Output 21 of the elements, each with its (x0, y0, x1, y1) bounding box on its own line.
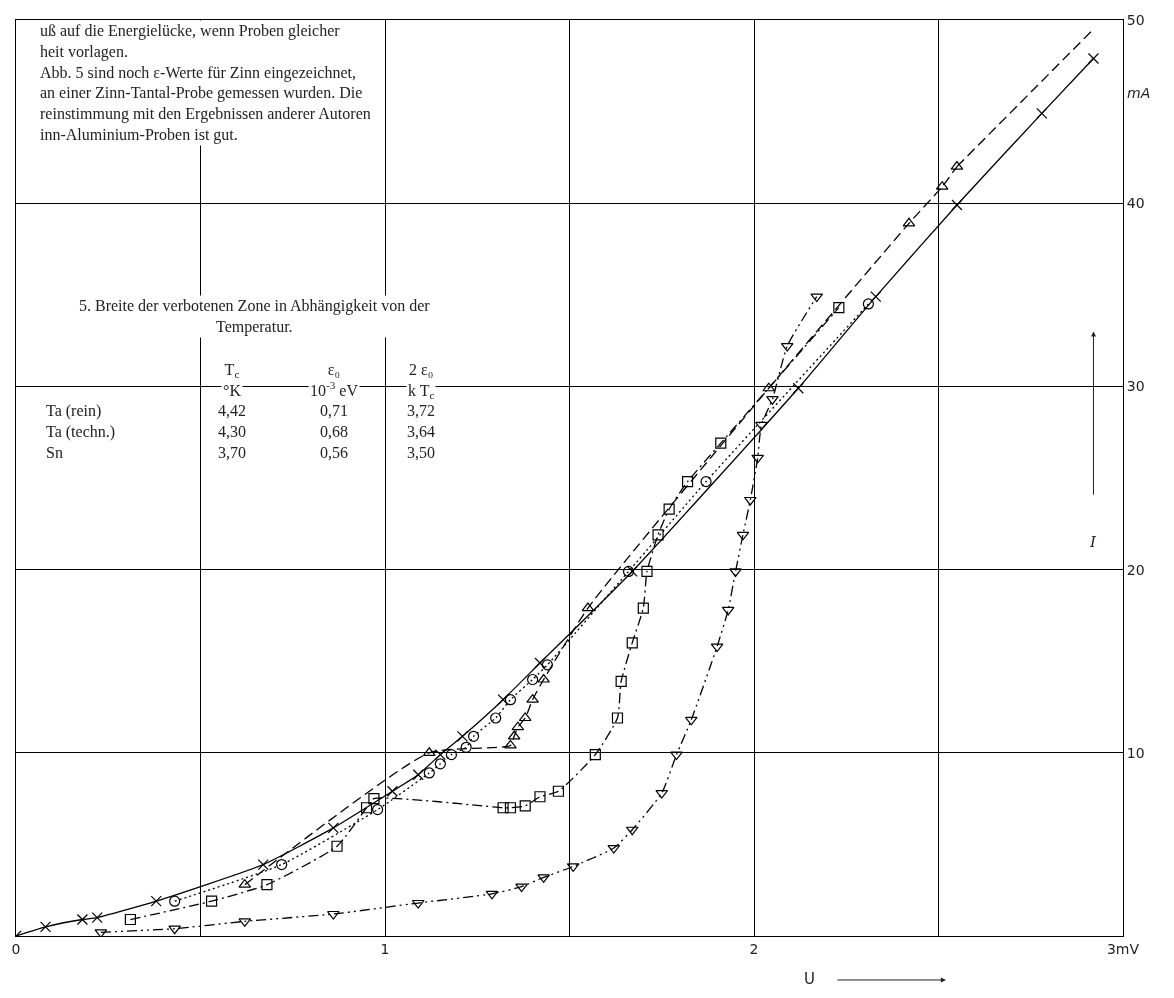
annotation: 2 ε₀ k T$_{c}$ (408, 361, 435, 402)
annotation: 5. Breite der verbotenen Zone in Abhängigkeit von der Temperatur. (79, 297, 431, 336)
x-tick-label: 3mV (1106, 940, 1140, 957)
annotation: 3,72 3,64 3,50 (407, 402, 435, 461)
y-tick-label: 40 (1126, 195, 1145, 212)
annotation: 0,71 0,68 0,56 (320, 402, 348, 461)
annotation: Ta (rein) Ta (techn.) Sn (46, 402, 116, 461)
y-tick-label: 10 (1126, 744, 1145, 761)
annotation: ε₀ 10$^{-3}$ eV (310, 361, 359, 399)
x-axis-title: U (804, 970, 815, 988)
text: mA (1127, 85, 1151, 101)
y-tick-label: 30 (1126, 378, 1145, 395)
x-tick-label: 2 (749, 940, 759, 957)
annotation: T$_{c}$ °K (223, 361, 242, 399)
y-tick-label: 50 (1126, 11, 1145, 28)
x-tick-label: 0 (11, 940, 21, 957)
x-tick-label: 1 (380, 940, 390, 957)
annotation: uß auf die Energielücke, wenn Proben gleicher heit vorlagen. Abb. 5 sind noch ε-Werte für Zinn eingezeichnet, an einer Zinn-Tantal-Probe gemessen wurden. Die reinstimmung mit den Ergebnissen anderer Autoren inn-Aluminium-Proben ist gut. (40, 22, 371, 144)
y-axis-title: I (1089, 533, 1097, 551)
y-tick-label: 20 (1126, 561, 1145, 578)
annotation: 4,42 4,30 3,70 (218, 402, 246, 461)
